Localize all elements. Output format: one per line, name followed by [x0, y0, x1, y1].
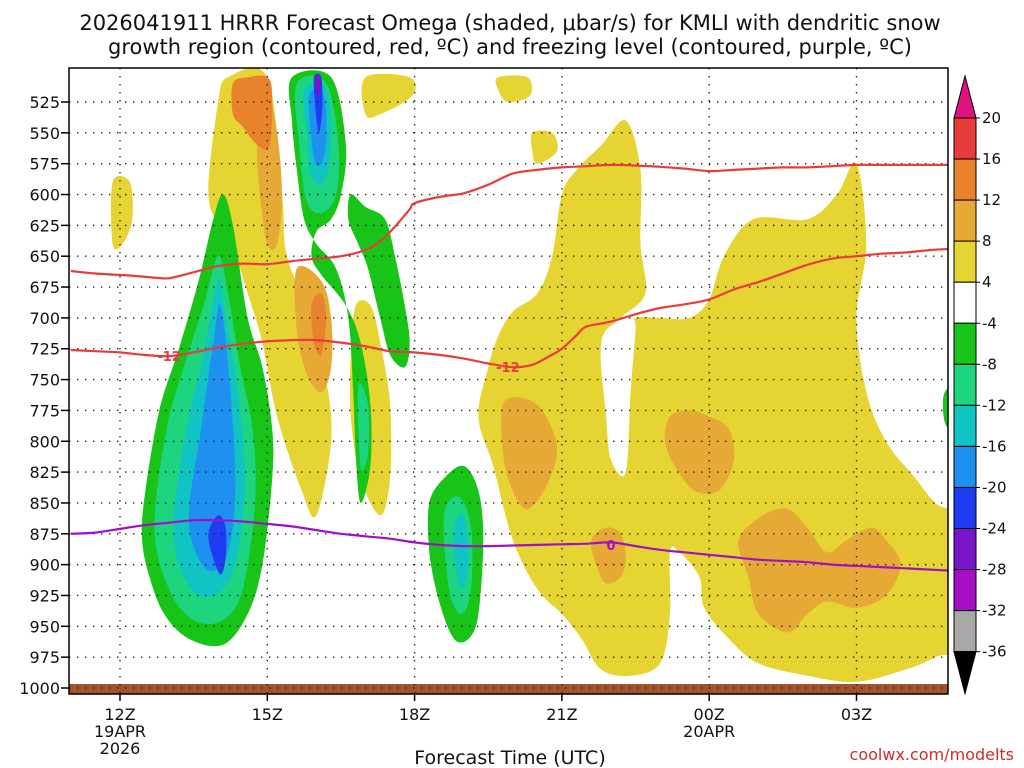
colorbar-tick-label: -36	[982, 643, 1007, 661]
colorbar-bin	[953, 445, 977, 488]
x-tick-date-label: 20APR	[683, 722, 735, 741]
colorbar-top-arrow	[953, 74, 977, 119]
y-tick-label: 875	[29, 525, 60, 544]
credit-text: coolwx.com/modelts	[850, 745, 1014, 764]
y-tick-label: 675	[29, 278, 60, 297]
omega-region	[664, 410, 735, 495]
colorbar: 20 16 12 8 4 -4 -8 -12 -16 -20 -24 -28 -32 -36	[953, 74, 1007, 696]
y-tick-label: 725	[29, 340, 60, 359]
colorbar-bin	[953, 158, 977, 201]
y-axis-pressure-labels: 1000 975 950 925 900 875 850 825 800 775 750 725 700…	[19, 93, 69, 698]
omega-region	[530, 130, 558, 164]
chart-title-line-1: 2026041911 HRRR Forecast Omega (shaded, …	[79, 11, 940, 35]
omega-region	[188, 303, 236, 571]
colorbar-tick-label: -24	[982, 520, 1007, 538]
colorbar-bin	[953, 486, 977, 530]
omega-region	[347, 194, 410, 368]
x-tick-label: 18Z	[399, 705, 430, 724]
y-tick-label: 575	[29, 155, 60, 174]
terrain-ground-band	[69, 684, 948, 694]
y-tick-label: 900	[29, 556, 60, 575]
omega-region	[357, 382, 370, 471]
colorbar-bin	[953, 281, 977, 324]
omega-region	[110, 175, 133, 250]
omega-region	[208, 515, 227, 575]
colorbar-tick-label: 12	[982, 191, 1001, 209]
x-tick-date-label: 19APR	[94, 722, 146, 741]
omega-region	[361, 73, 416, 118]
y-tick-label: 600	[29, 186, 60, 205]
x-tick-label: 21Z	[546, 705, 577, 724]
omega-region	[495, 75, 533, 103]
colorbar-bin	[953, 569, 977, 612]
colorbar-tick-label: 4	[982, 273, 992, 291]
colorbar-tick-label: -8	[982, 355, 997, 373]
colorbar-tick-label: -16	[982, 437, 1007, 455]
y-tick-label: 825	[29, 463, 60, 482]
colorbar-bin	[953, 199, 977, 242]
contour-labels: -12 0 -12	[157, 350, 615, 554]
colorbar-tick-label: 8	[982, 232, 992, 250]
colorbar-bin	[953, 363, 977, 406]
colorbar-bin	[953, 528, 977, 571]
dgz-contour-line	[70, 247, 948, 369]
omega-shaded-regions	[110, 68, 948, 682]
y-tick-label: 550	[29, 124, 60, 143]
colorbar-bin	[953, 117, 977, 160]
omega-region	[501, 397, 558, 510]
y-tick-label: 1000	[19, 679, 60, 698]
colorbar-bottom-arrow	[953, 651, 977, 696]
omega-region	[208, 68, 332, 518]
dgz-contour-label: -12	[496, 361, 520, 376]
y-tick-label: 750	[29, 371, 60, 390]
colorbar-tick-label: -4	[982, 314, 997, 332]
dgz-contour-line	[70, 163, 948, 280]
dgz-contour-label: -12	[157, 350, 181, 365]
y-tick-label: 850	[29, 494, 60, 513]
colorbar-bin	[953, 322, 977, 365]
y-tick-label: 800	[29, 432, 60, 451]
omega-region	[453, 513, 469, 590]
omega-region	[315, 75, 321, 96]
colorbar-bin	[953, 404, 977, 447]
dotted-gridlines	[69, 68, 948, 694]
y-tick-label: 925	[29, 586, 60, 605]
colorbar-bin	[953, 240, 977, 283]
colorbar-tick-label: -28	[982, 561, 1007, 579]
y-tick-label: 975	[29, 648, 60, 667]
y-tick-label: 625	[29, 216, 60, 235]
x-axis-title: Forecast Time (UTC)	[414, 747, 605, 768]
omega-region	[590, 527, 626, 584]
x-tick-label: 15Z	[252, 705, 283, 724]
contour-lines	[70, 163, 948, 572]
plot-frame	[68, 67, 949, 695]
colorbar-tick-label: -12	[982, 396, 1007, 414]
colorbar-bin	[953, 610, 977, 653]
x-tick-label: 03Z	[841, 705, 872, 724]
omega-region	[942, 388, 948, 429]
y-tick-label: 525	[29, 93, 60, 112]
y-tick-label: 775	[29, 401, 60, 420]
omega-region	[738, 508, 901, 633]
chart-title-line-2: growth region (contoured, red, ºC) and f…	[108, 35, 912, 59]
y-tick-label: 700	[29, 309, 60, 328]
y-tick-label: 650	[29, 247, 60, 266]
colorbar-tick-label: -20	[982, 478, 1007, 496]
freezing-level-line	[70, 518, 948, 572]
colorbar-tick-label: 20	[982, 109, 1001, 127]
x-tick-label: 12Z	[104, 705, 135, 724]
omega-region	[231, 75, 273, 150]
freezing-level-contour-label: 0	[606, 539, 615, 554]
colorbar-tick-label: -32	[982, 602, 1007, 620]
x-tick-year-label: 2026	[100, 739, 141, 758]
y-tick-label: 950	[29, 617, 60, 636]
colorbar-tick-label: 16	[982, 150, 1001, 168]
x-tick-label: 00Z	[694, 705, 725, 724]
